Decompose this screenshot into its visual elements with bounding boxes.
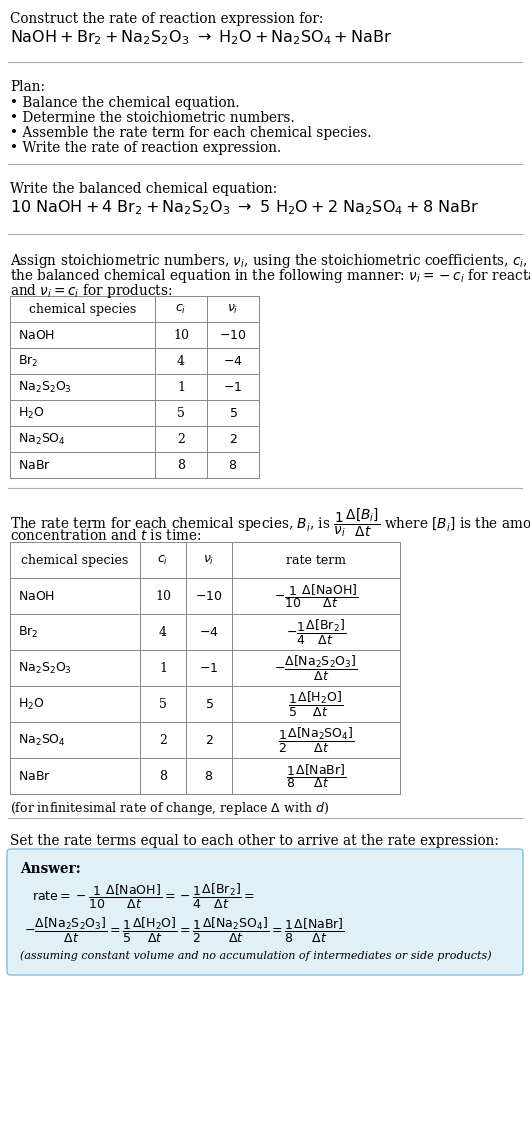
Text: Construct the rate of reaction expression for:: Construct the rate of reaction expressio… (10, 13, 323, 26)
Text: • Determine the stoichiometric numbers.: • Determine the stoichiometric numbers. (10, 112, 295, 125)
Text: $-\dfrac{\Delta[\mathrm{Na_2S_2O_3}]}{\Delta t} = \dfrac{1}{5}\dfrac{\Delta[\mat: $-\dfrac{\Delta[\mathrm{Na_2S_2O_3}]}{\D… (24, 916, 344, 945)
Text: (assuming constant volume and no accumulation of intermediates or side products): (assuming constant volume and no accumul… (20, 950, 492, 960)
Text: $-\dfrac{\Delta[\mathrm{Na_2S_2O_3}]}{\Delta t}$: $-\dfrac{\Delta[\mathrm{Na_2S_2O_3}]}{\D… (274, 653, 358, 683)
Text: 4: 4 (159, 626, 167, 638)
Text: 4: 4 (177, 355, 185, 368)
Text: $-10$: $-10$ (195, 589, 223, 602)
Text: Write the balanced chemical equation:: Write the balanced chemical equation: (10, 182, 277, 196)
Text: Set the rate terms equal to each other to arrive at the rate expression:: Set the rate terms equal to each other t… (10, 834, 499, 848)
Text: $\dfrac{1}{5}\dfrac{\Delta[\mathrm{H_2O}]}{\Delta t}$: $\dfrac{1}{5}\dfrac{\Delta[\mathrm{H_2O}… (288, 690, 343, 718)
Text: 5: 5 (159, 698, 167, 710)
Text: $-10$: $-10$ (219, 329, 247, 341)
Text: $-4$: $-4$ (223, 355, 243, 368)
Text: $\nu_i$: $\nu_i$ (227, 303, 238, 315)
FancyBboxPatch shape (7, 849, 523, 975)
Text: $8$: $8$ (228, 459, 237, 471)
Text: $\nu_i$: $\nu_i$ (204, 553, 215, 567)
Text: $\dfrac{1}{2}\dfrac{\Delta[\mathrm{Na_2SO_4}]}{\Delta t}$: $\dfrac{1}{2}\dfrac{\Delta[\mathrm{Na_2S… (278, 726, 355, 754)
Text: The rate term for each chemical species, $B_i$, is $\dfrac{1}{\nu_i}\dfrac{\Delt: The rate term for each chemical species,… (10, 506, 530, 538)
Text: $-4$: $-4$ (199, 626, 219, 638)
Text: 2: 2 (159, 734, 167, 747)
Text: $\mathrm{Na_2S_2O_3}$: $\mathrm{Na_2S_2O_3}$ (18, 660, 72, 676)
Text: $\dfrac{1}{8}\dfrac{\Delta[\mathrm{NaBr}]}{\Delta t}$: $\dfrac{1}{8}\dfrac{\Delta[\mathrm{NaBr}… (286, 762, 346, 790)
Text: $\mathrm{Br_2}$: $\mathrm{Br_2}$ (18, 625, 39, 640)
Text: and $\nu_i = c_i$ for products:: and $\nu_i = c_i$ for products: (10, 282, 172, 300)
Text: $\mathrm{10\ NaOH + 4\ Br_2 + Na_2S_2O_3 \ \rightarrow \ 5\ H_2O + 2\ Na_2SO_4 +: $\mathrm{10\ NaOH + 4\ Br_2 + Na_2S_2O_3… (10, 198, 479, 216)
Text: $-1$: $-1$ (199, 661, 218, 675)
Text: $\mathrm{Na_2S_2O_3}$: $\mathrm{Na_2S_2O_3}$ (18, 379, 72, 395)
Text: $\mathrm{H_2O}$: $\mathrm{H_2O}$ (18, 696, 45, 711)
Text: the balanced chemical equation in the following manner: $\nu_i = -c_i$ for react: the balanced chemical equation in the fo… (10, 267, 530, 284)
Text: 1: 1 (159, 661, 167, 675)
Text: chemical species: chemical species (29, 303, 136, 315)
Text: 5: 5 (177, 406, 185, 420)
Text: (for infinitesimal rate of change, replace $\Delta$ with $d$): (for infinitesimal rate of change, repla… (10, 800, 329, 817)
Text: 10: 10 (155, 589, 171, 602)
Text: 10: 10 (173, 329, 189, 341)
Text: • Balance the chemical equation.: • Balance the chemical equation. (10, 96, 240, 110)
Text: $\mathrm{Na_2SO_4}$: $\mathrm{Na_2SO_4}$ (18, 431, 66, 446)
Text: $5$: $5$ (228, 406, 237, 420)
Text: 8: 8 (177, 459, 185, 471)
Text: $-1$: $-1$ (223, 380, 243, 394)
Text: • Write the rate of reaction expression.: • Write the rate of reaction expression. (10, 141, 281, 155)
Text: Assign stoichiometric numbers, $\nu_i$, using the stoichiometric coefficients, $: Assign stoichiometric numbers, $\nu_i$, … (10, 251, 530, 270)
Text: $-\dfrac{1}{10}\dfrac{\Delta[\mathrm{NaOH}]}{\Delta t}$: $-\dfrac{1}{10}\dfrac{\Delta[\mathrm{NaO… (274, 582, 358, 610)
Text: $c_i$: $c_i$ (157, 553, 169, 567)
Text: $\mathrm{Na_2SO_4}$: $\mathrm{Na_2SO_4}$ (18, 733, 66, 748)
Text: 1: 1 (177, 380, 185, 394)
Text: $c_i$: $c_i$ (175, 303, 187, 315)
Text: $2$: $2$ (228, 432, 237, 445)
Text: chemical species: chemical species (21, 553, 129, 567)
Text: $\mathrm{NaBr}$: $\mathrm{NaBr}$ (18, 769, 51, 783)
Text: 2: 2 (177, 432, 185, 445)
Text: $2$: $2$ (205, 734, 213, 747)
Text: $\mathrm{NaBr}$: $\mathrm{NaBr}$ (18, 459, 51, 471)
Text: $8$: $8$ (205, 769, 214, 783)
Text: $\mathrm{NaOH}$: $\mathrm{NaOH}$ (18, 329, 55, 341)
Text: concentration and $t$ is time:: concentration and $t$ is time: (10, 528, 201, 543)
Text: Plan:: Plan: (10, 80, 45, 94)
Text: $\mathrm{Br_2}$: $\mathrm{Br_2}$ (18, 354, 39, 369)
Text: $5$: $5$ (205, 698, 214, 710)
Text: 8: 8 (159, 769, 167, 783)
Text: $\mathrm{NaOH}$: $\mathrm{NaOH}$ (18, 589, 55, 602)
Text: $\mathrm{rate} = -\dfrac{1}{10}\dfrac{\Delta[\mathrm{NaOH}]}{\Delta t} = -\dfrac: $\mathrm{rate} = -\dfrac{1}{10}\dfrac{\D… (32, 882, 255, 912)
Text: $-\dfrac{1}{4}\dfrac{\Delta[\mathrm{Br_2}]}{\Delta t}$: $-\dfrac{1}{4}\dfrac{\Delta[\mathrm{Br_2… (286, 618, 346, 646)
Text: rate term: rate term (286, 553, 346, 567)
Text: Answer:: Answer: (20, 861, 81, 876)
Text: $\mathrm{H_2O}$: $\mathrm{H_2O}$ (18, 405, 45, 421)
Text: $\mathrm{NaOH + Br_2 + Na_2S_2O_3 \ \rightarrow \ H_2O + Na_2SO_4 + NaBr}$: $\mathrm{NaOH + Br_2 + Na_2S_2O_3 \ \rig… (10, 28, 392, 47)
Text: • Assemble the rate term for each chemical species.: • Assemble the rate term for each chemic… (10, 126, 372, 140)
